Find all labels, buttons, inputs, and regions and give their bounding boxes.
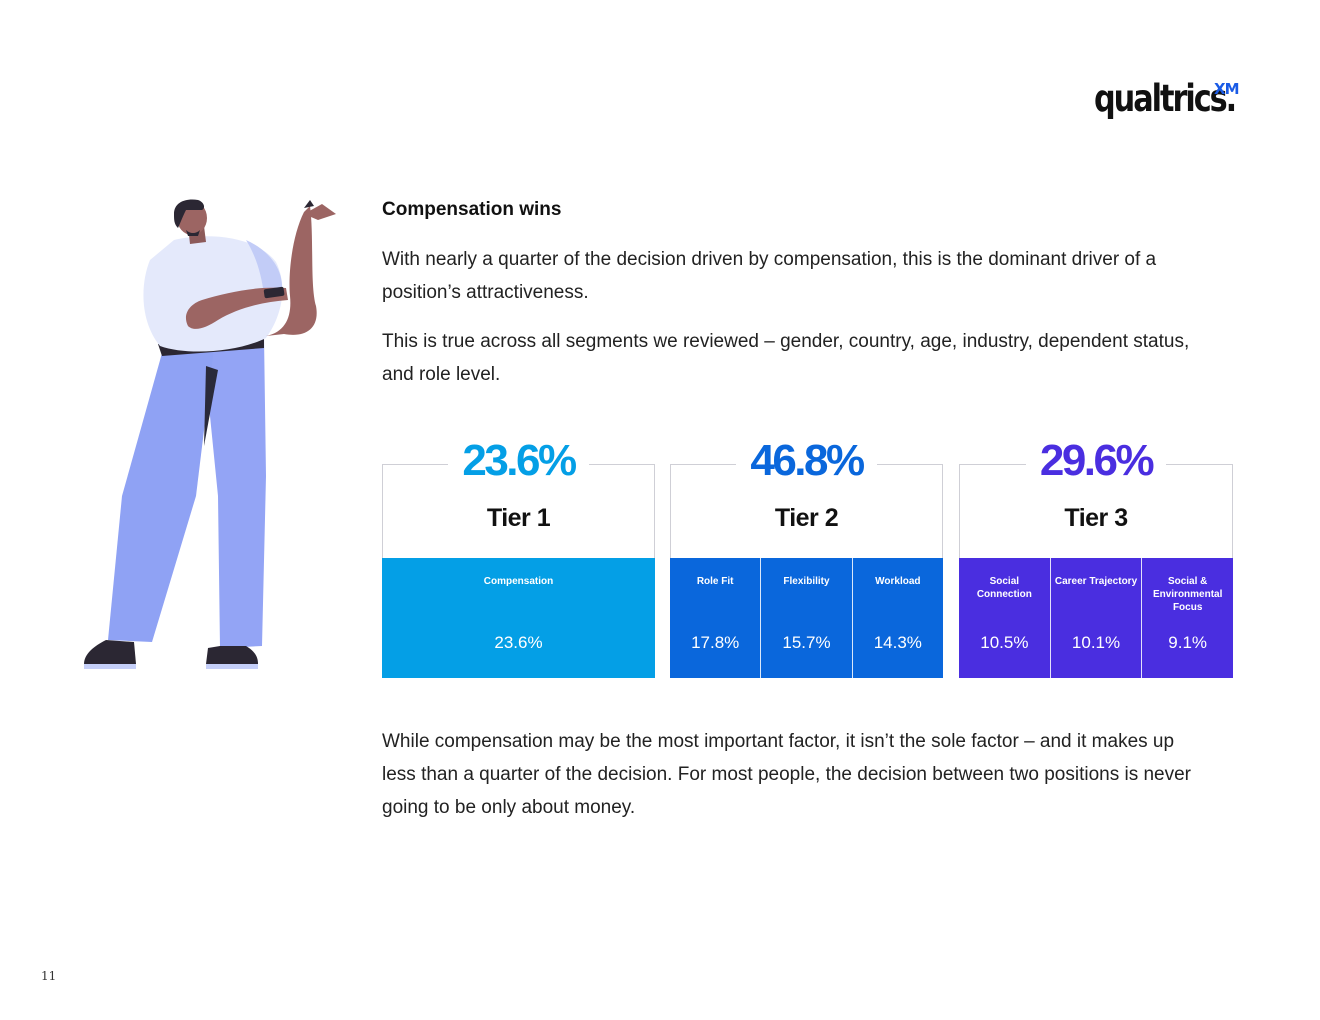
factor-value: 10.5%: [980, 633, 1029, 652]
tier-1-card: 23.6% Tier 1 Compensation 23.6%: [382, 436, 655, 678]
factor-label: Role Fit: [696, 576, 734, 587]
factor-workload: Workload 14.3%: [853, 558, 943, 678]
factor-value: 10.1%: [1071, 633, 1121, 652]
tier-1-factors: Compensation 23.6%: [382, 558, 655, 678]
factor-social-connection: Social Connection 10.5%: [959, 558, 1051, 678]
factor-value: 15.7%: [782, 633, 831, 652]
factor-label: Workload: [875, 576, 921, 587]
segments-paragraph: This is true across all segments we revi…: [382, 331, 1190, 385]
intro-paragraph: With nearly a quarter of the decision dr…: [382, 249, 1157, 303]
factor-label: Compensation: [483, 576, 554, 587]
tier-3-name: Tier 3: [1064, 504, 1128, 532]
factor-value: 17.8%: [691, 633, 740, 652]
factor-value: 9.1%: [1168, 633, 1208, 652]
tier-2-percent: 46.8%: [670, 436, 943, 486]
tier-3-percent: 29.6%: [959, 436, 1233, 486]
factor-compensation: Compensation 23.6%: [382, 558, 655, 678]
factor-label: Social & Environmental Focus: [1152, 576, 1223, 613]
factor-label: Career Trajectory: [1054, 576, 1138, 587]
qualtrics-logo: qualtrics. XM: [1094, 76, 1266, 122]
tier-3-card: 29.6% Tier 3 Social Connection 10.5% Car…: [959, 436, 1233, 678]
factor-value: 14.3%: [873, 633, 922, 652]
tier-3-factors: Social Connection 10.5% Career Trajector…: [959, 558, 1233, 678]
person-illustration: [84, 199, 336, 669]
factor-label: Flexibility: [783, 576, 830, 587]
section-heading: Compensation wins: [382, 199, 562, 220]
logo-xm-mark: XM: [1214, 80, 1239, 98]
factor-label: Social Connection: [976, 576, 1032, 600]
tier-2-card: 46.8% Tier 2 Role Fit 17.8% Flexibility …: [670, 436, 943, 678]
factor-flexibility: Flexibility 15.7%: [761, 558, 853, 678]
page-number: 11: [41, 969, 57, 983]
factor-role-fit: Role Fit 17.8%: [670, 558, 762, 678]
logo-wordmark: qualtrics.: [1094, 77, 1237, 120]
tier-1-name: Tier 1: [486, 504, 551, 532]
tier-2-factors: Role Fit 17.8% Flexibility 15.7% Workloa…: [670, 558, 943, 678]
tier-2-name: Tier 2: [774, 504, 839, 532]
factor-social-environmental-focus: Social & Environmental Focus 9.1%: [1142, 558, 1233, 678]
tier-1-percent: 23.6%: [382, 436, 655, 486]
tier-1-percent-value: 23.6%: [448, 436, 589, 485]
factor-value: 23.6%: [494, 633, 543, 652]
factor-career-trajectory: Career Trajectory 10.1%: [1051, 558, 1143, 678]
tier-3-percent-value: 29.6%: [1025, 436, 1167, 485]
conclusion-paragraph: While compensation may be the most impor…: [382, 731, 1192, 818]
tier-2-percent-value: 46.8%: [736, 436, 877, 485]
